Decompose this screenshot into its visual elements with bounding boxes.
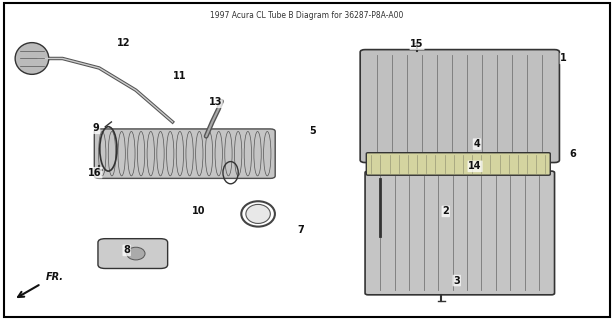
Text: 7: 7 — [298, 225, 305, 235]
Text: 4: 4 — [473, 139, 480, 149]
Text: 5: 5 — [309, 126, 316, 136]
FancyBboxPatch shape — [367, 153, 550, 175]
Ellipse shape — [126, 247, 145, 260]
Text: 15: 15 — [410, 39, 424, 49]
Text: 8: 8 — [123, 245, 130, 255]
Text: 3: 3 — [453, 276, 460, 285]
Text: 9: 9 — [93, 123, 99, 133]
Text: 1997 Acura CL Tube B Diagram for 36287-P8A-A00: 1997 Acura CL Tube B Diagram for 36287-P… — [211, 11, 403, 20]
Ellipse shape — [246, 204, 270, 223]
Text: 16: 16 — [88, 168, 102, 178]
Text: 1: 1 — [561, 53, 567, 63]
Text: 13: 13 — [209, 97, 222, 107]
Text: 2: 2 — [442, 206, 449, 216]
Text: 11: 11 — [173, 71, 187, 81]
Text: 12: 12 — [117, 38, 130, 48]
FancyBboxPatch shape — [360, 50, 559, 163]
FancyBboxPatch shape — [98, 239, 168, 268]
Text: 14: 14 — [468, 161, 482, 171]
FancyBboxPatch shape — [365, 171, 554, 295]
Text: FR.: FR. — [46, 272, 64, 282]
Text: 6: 6 — [570, 149, 577, 159]
Text: 10: 10 — [192, 206, 206, 216]
FancyBboxPatch shape — [95, 129, 275, 178]
Ellipse shape — [15, 43, 49, 74]
